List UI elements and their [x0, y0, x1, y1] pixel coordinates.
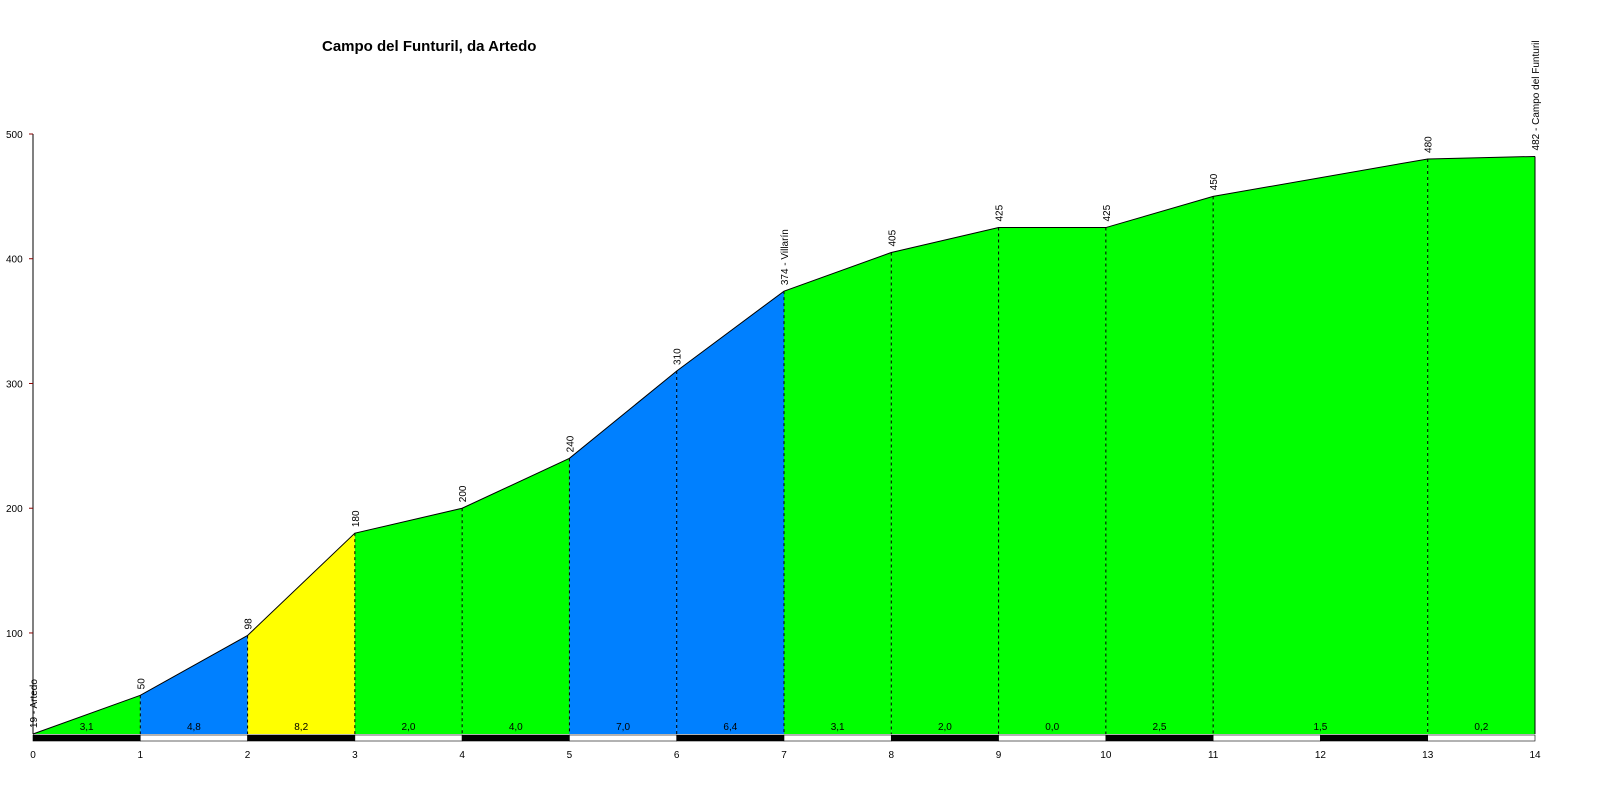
- x-tick-label: 9: [996, 750, 1002, 761]
- gradient-label: 4,0: [509, 722, 523, 733]
- y-tick-label: 100: [6, 629, 23, 640]
- km-bar: [998, 734, 1107, 742]
- km-bar: [354, 734, 463, 742]
- gradient-label: 0,2: [1474, 722, 1488, 733]
- segment-area: [140, 635, 248, 734]
- segment-area: [1105, 196, 1214, 734]
- km-bar: [32, 734, 141, 742]
- segment-area: [569, 371, 677, 734]
- km-bar: [1320, 734, 1429, 742]
- gradient-label: 8,2: [294, 722, 308, 733]
- gradient-label: 2,0: [402, 722, 416, 733]
- x-tick-label: 5: [567, 750, 573, 761]
- point-label: 482 - Campo del Funturil: [1531, 40, 1542, 150]
- point-label: 450: [1209, 173, 1220, 190]
- km-bar: [461, 734, 570, 742]
- point-label: 480: [1424, 136, 1435, 153]
- x-tick-label: 6: [674, 750, 680, 761]
- point-label: 425: [1102, 204, 1113, 221]
- y-tick-label: 300: [6, 379, 23, 390]
- segment-area: [1213, 158, 1428, 735]
- km-bar: [1427, 734, 1536, 742]
- km-bar: [247, 734, 356, 742]
- km-bar: [139, 734, 248, 742]
- segment-area: [891, 227, 999, 734]
- x-tick-label: 12: [1315, 750, 1327, 761]
- km-bar: [569, 734, 678, 742]
- segment-area: [462, 458, 570, 734]
- km-bar: [676, 734, 785, 742]
- gradient-label: 6,4: [723, 722, 737, 733]
- segment-area: [998, 227, 1106, 734]
- segment-area: [1427, 156, 1535, 734]
- x-tick-label: 11: [1208, 750, 1219, 761]
- km-bar: [1105, 734, 1214, 742]
- x-tick-label: 8: [889, 750, 895, 761]
- km-bar: [783, 734, 892, 742]
- point-label: 374 - Villarín: [780, 229, 791, 285]
- x-tick-label: 13: [1422, 750, 1434, 761]
- km-bar: [890, 734, 999, 742]
- point-label: 19 - Artedo: [29, 679, 40, 728]
- point-label: 200: [458, 485, 469, 502]
- gradient-label: 7,0: [616, 722, 630, 733]
- gradient-label: 3,1: [831, 722, 845, 733]
- point-label: 240: [565, 435, 576, 452]
- x-tick-label: 1: [138, 750, 144, 761]
- profile-line: [32, 155, 1536, 735]
- x-tick-label: 2: [245, 750, 251, 761]
- segment-area: [676, 291, 784, 734]
- y-tick-label: 400: [6, 255, 23, 266]
- x-tick-label: 0: [30, 750, 36, 761]
- x-tick-label: 4: [459, 750, 465, 761]
- gradient-label: 0,0: [1045, 722, 1059, 733]
- y-tick-label: 500: [6, 130, 23, 141]
- gradient-label: 3,1: [80, 722, 94, 733]
- segment-area: [247, 533, 355, 734]
- gradient-label: 4,8: [187, 722, 201, 733]
- km-bar: [1212, 734, 1321, 742]
- point-label: 405: [887, 229, 898, 246]
- point-label: 50: [136, 678, 147, 690]
- x-tick-label: 3: [352, 750, 358, 761]
- x-tick-label: 10: [1100, 750, 1112, 761]
- point-label: 98: [244, 618, 255, 630]
- chart-title: Campo del Funturil, da Artedo: [322, 38, 537, 55]
- x-tick-label: 14: [1529, 750, 1541, 761]
- gradient-label: 2,5: [1153, 722, 1167, 733]
- gradient-label: 2,0: [938, 722, 952, 733]
- point-label: 310: [673, 348, 684, 365]
- x-tick-label: 7: [781, 750, 787, 761]
- segment-area: [784, 252, 892, 734]
- y-tick-label: 200: [6, 504, 23, 515]
- point-label: 180: [351, 510, 362, 527]
- segment-area: [354, 508, 463, 734]
- point-label: 425: [995, 204, 1006, 221]
- gradient-label: 1,5: [1313, 722, 1327, 733]
